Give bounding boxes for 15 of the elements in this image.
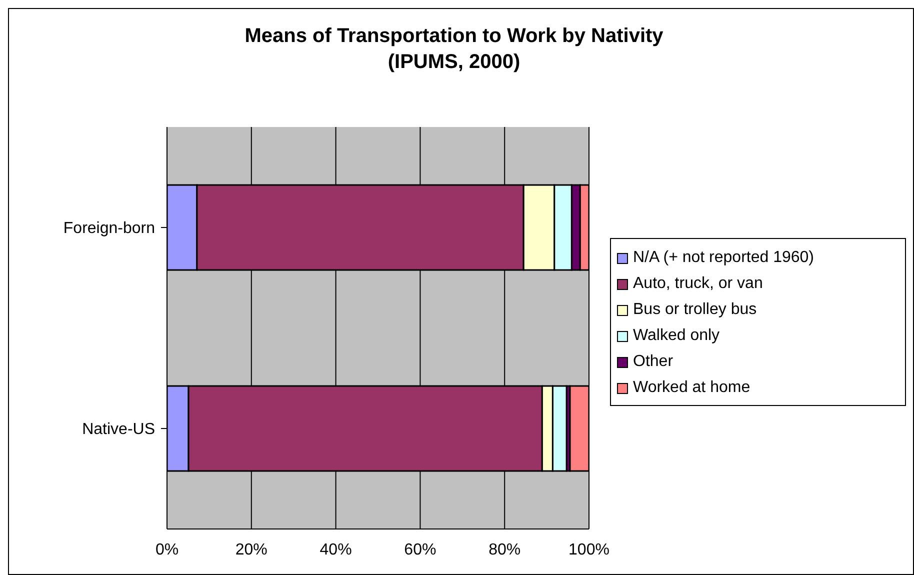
x-tick-label: 20% [235, 541, 268, 558]
legend-label: Bus or trolley bus [633, 301, 757, 319]
x-tick-label: 60% [404, 541, 436, 558]
legend-label: Auto, truck, or van [633, 275, 763, 293]
chart-title: Means of Transportation to Work by Nativity (IPUMS, 2000) [244, 24, 664, 75]
legend-label: Other [633, 353, 674, 371]
legend-label: N/A (+ not reported 1960) [633, 249, 814, 267]
x-tick-label: 100% [568, 541, 610, 558]
legend-label: Walked only [633, 327, 720, 345]
x-tick-label: 0% [155, 541, 179, 558]
legend-label: Worked at home [633, 379, 750, 397]
x-tick-label: 80% [488, 541, 521, 558]
y-tick-label: Native-US [82, 421, 155, 438]
y-tick-label: Foreign-born [63, 220, 155, 238]
x-tick-label: 40% [320, 541, 352, 558]
